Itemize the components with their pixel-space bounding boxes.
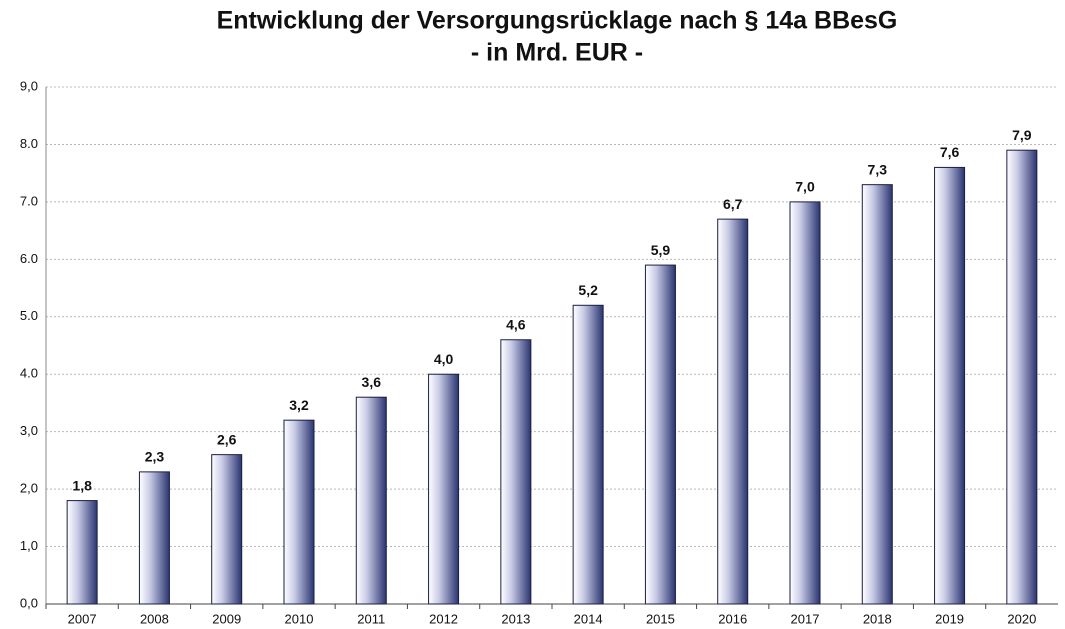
bar [717, 218, 749, 605]
x-tick-label: 2010 [285, 611, 314, 626]
bar [211, 454, 243, 605]
x-tick-label: 2014 [574, 611, 603, 626]
y-tick-label: 9,0 [20, 78, 38, 93]
bar [572, 304, 604, 605]
x-tick-label: 2019 [935, 611, 964, 626]
value-label: 5,9 [651, 242, 671, 258]
y-tick-label: 6.0 [20, 251, 38, 266]
x-tick-label: 2017 [791, 611, 820, 626]
value-label: 2,3 [145, 449, 165, 465]
bar [861, 184, 893, 605]
bar [644, 264, 676, 605]
x-tick-label: 2020 [1007, 611, 1036, 626]
value-label: 7,3 [868, 161, 888, 177]
value-label: 1,8 [72, 477, 92, 493]
x-tick-label: 2012 [429, 611, 458, 626]
x-tick-label: 2011 [357, 611, 385, 626]
y-tick-label: 3,0 [20, 423, 38, 438]
value-label: 4,0 [434, 351, 454, 367]
chart-subtitle: - in Mrd. EUR - [471, 39, 643, 67]
value-label: 7,0 [795, 179, 815, 195]
value-label: 7,6 [940, 144, 960, 160]
x-tick-label: 2008 [140, 611, 169, 626]
bar [66, 500, 98, 605]
y-tick-label: 5.0 [20, 308, 38, 323]
value-label: 6,7 [723, 196, 743, 212]
bar [500, 339, 532, 605]
value-label: 3,2 [289, 397, 309, 413]
x-tick-label: 2013 [501, 611, 530, 626]
y-tick-label: 4.0 [20, 366, 38, 381]
x-tick-label: 2016 [718, 611, 747, 626]
y-tick-label: 1,0 [20, 538, 38, 553]
value-label: 5,2 [578, 282, 598, 298]
x-tick-label: 2018 [863, 611, 892, 626]
y-tick-label: 8.0 [20, 136, 38, 151]
value-label: 4,6 [506, 316, 526, 332]
x-tick-label: 2015 [646, 611, 675, 626]
bar [138, 471, 170, 605]
bar [789, 201, 821, 605]
bar [428, 373, 460, 605]
value-label: 2,6 [217, 431, 237, 447]
chart-title: Entwicklung der Versorgungsrücklage nach… [217, 7, 898, 35]
bar [355, 396, 387, 605]
value-label: 7,9 [1012, 127, 1032, 143]
x-tick-label: 2009 [212, 611, 241, 626]
x-tick-label: 2007 [68, 611, 97, 626]
y-tick-label: 0,0 [20, 595, 38, 610]
y-tick-label: 7.0 [20, 193, 38, 208]
bar [283, 419, 315, 605]
bar [934, 166, 966, 605]
y-tick-label: 2,0 [20, 481, 38, 496]
bar [1006, 149, 1038, 605]
value-label: 3,6 [362, 374, 382, 390]
